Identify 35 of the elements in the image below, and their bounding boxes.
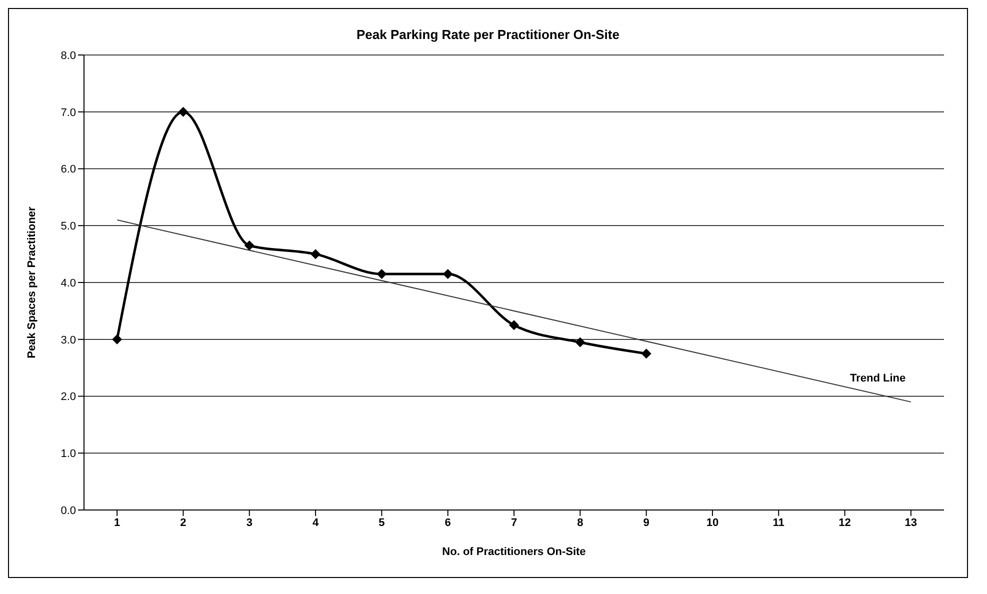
point <box>178 106 188 117</box>
x-tick-label: 8 <box>577 516 584 529</box>
point <box>575 337 586 348</box>
y-tick-label: 0.0 <box>60 504 76 517</box>
x-tick-label: 5 <box>378 516 385 529</box>
y-tick-label: 8.0 <box>60 50 76 62</box>
x-tick-label: 9 <box>643 516 650 529</box>
x-tick-label: 6 <box>444 516 451 529</box>
x-tick-label: 11 <box>772 516 784 529</box>
x-tick-label: 10 <box>706 516 719 529</box>
annotation: Trend Line <box>850 372 906 384</box>
x-tick-label: 7 <box>510 516 518 529</box>
y-tick-label: 5.0 <box>60 220 76 233</box>
x-tick-label: 1 <box>114 516 120 529</box>
x-tick-label: 2 <box>180 516 186 529</box>
x-tick-label: 13 <box>904 516 918 529</box>
point <box>112 334 122 344</box>
x-tick-label: 3 <box>246 516 252 529</box>
point <box>509 320 519 330</box>
y-tick-label: 7.0 <box>60 106 76 119</box>
point <box>310 249 321 260</box>
point <box>442 268 453 279</box>
x-tick-label: 4 <box>312 516 320 529</box>
chart-title: Peak Parking Rate per Practitioner On-Site <box>356 26 620 44</box>
y-tick-label: 1.0 <box>60 448 76 460</box>
y-tick-label: 6.0 <box>60 164 76 176</box>
x-tick-label: 12 <box>838 516 851 529</box>
point <box>641 348 652 359</box>
y-axis-title: Peak Spaces per Practitioner <box>26 206 38 358</box>
y-tick-label: 3.0 <box>60 334 76 346</box>
y-tick-label: 2.0 <box>60 391 76 404</box>
point <box>376 268 387 279</box>
y-tick-label: 4.0 <box>60 277 76 290</box>
x-axis-title: No. of Practitioners On-Site <box>442 546 586 558</box>
point <box>244 240 254 251</box>
